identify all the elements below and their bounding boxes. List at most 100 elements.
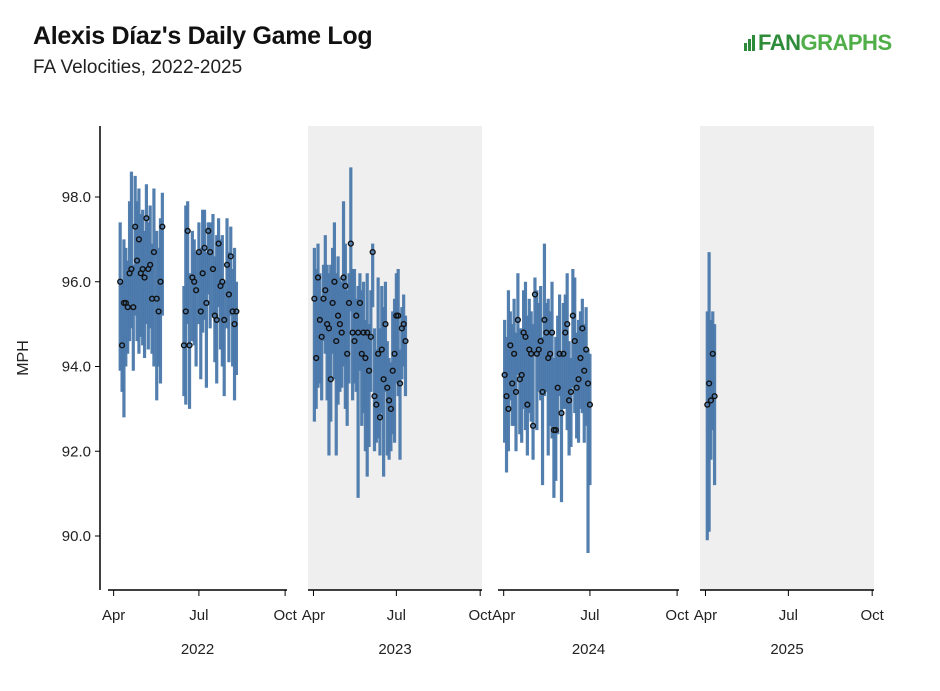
- velocity-point[interactable]: [369, 248, 376, 256]
- velocity-point[interactable]: [320, 295, 327, 302]
- velocity-point[interactable]: [184, 227, 191, 235]
- velocity-point[interactable]: [556, 350, 563, 357]
- velocity-point[interactable]: [514, 316, 522, 323]
- velocity-point[interactable]: [509, 380, 516, 387]
- velocity-point[interactable]: [584, 380, 592, 387]
- velocity-point[interactable]: [229, 308, 236, 315]
- velocity-point[interactable]: [340, 274, 347, 281]
- velocity-point[interactable]: [314, 274, 322, 281]
- velocity-point[interactable]: [518, 371, 525, 379]
- velocity-point[interactable]: [581, 367, 588, 374]
- velocity-point[interactable]: [711, 393, 718, 400]
- velocity-point[interactable]: [199, 270, 206, 277]
- velocity-point[interactable]: [118, 342, 126, 349]
- velocity-point[interactable]: [505, 405, 512, 412]
- velocity-point[interactable]: [562, 329, 569, 336]
- velocity-point[interactable]: [117, 278, 124, 285]
- velocity-point[interactable]: [155, 308, 162, 315]
- velocity-point[interactable]: [511, 350, 518, 357]
- velocity-point[interactable]: [150, 248, 158, 256]
- fangraphs-logo[interactable]: FANGRAPHS: [742, 30, 892, 56]
- velocity-point[interactable]: [501, 371, 508, 379]
- velocity-point[interactable]: [387, 405, 395, 412]
- velocity-point[interactable]: [342, 282, 349, 290]
- velocity-point[interactable]: [367, 333, 374, 340]
- velocity-point[interactable]: [543, 329, 550, 336]
- velocity-point[interactable]: [318, 333, 325, 340]
- velocity-point[interactable]: [395, 312, 402, 319]
- velocity-point[interactable]: [579, 325, 586, 332]
- velocity-point[interactable]: [396, 380, 404, 387]
- velocity-point[interactable]: [141, 274, 148, 281]
- velocity-point[interactable]: [528, 350, 535, 357]
- velocity-point[interactable]: [353, 312, 360, 319]
- velocity-point[interactable]: [541, 316, 548, 323]
- velocity-point[interactable]: [195, 248, 203, 256]
- velocity-point[interactable]: [227, 253, 234, 260]
- velocity-point[interactable]: [375, 350, 382, 357]
- velocity-point[interactable]: [186, 342, 193, 349]
- velocity-point[interactable]: [571, 337, 578, 345]
- velocity-point[interactable]: [391, 350, 398, 357]
- velocity-point[interactable]: [364, 329, 371, 336]
- velocity-point[interactable]: [575, 376, 582, 383]
- velocity-point[interactable]: [558, 410, 565, 417]
- velocity-point[interactable]: [327, 376, 334, 383]
- velocity-point[interactable]: [153, 295, 160, 302]
- velocity-point[interactable]: [219, 278, 226, 285]
- velocity-point[interactable]: [207, 248, 214, 256]
- velocity-point[interactable]: [233, 308, 240, 315]
- velocity-point[interactable]: [351, 337, 358, 345]
- velocity-point[interactable]: [564, 321, 571, 328]
- velocity-point[interactable]: [586, 401, 594, 408]
- velocity-point[interactable]: [316, 316, 323, 323]
- velocity-point[interactable]: [356, 299, 364, 307]
- velocity-point[interactable]: [221, 316, 228, 323]
- velocity-point[interactable]: [709, 350, 716, 357]
- velocity-point[interactable]: [192, 287, 200, 294]
- velocity-point[interactable]: [704, 401, 711, 408]
- velocity-point[interactable]: [159, 223, 166, 230]
- velocity-point[interactable]: [157, 278, 164, 285]
- velocity-point[interactable]: [197, 308, 204, 315]
- velocity-point[interactable]: [347, 240, 354, 247]
- velocity-point[interactable]: [180, 342, 188, 349]
- velocity-point[interactable]: [522, 333, 529, 340]
- velocity-point[interactable]: [128, 265, 135, 273]
- velocity-point[interactable]: [147, 261, 154, 268]
- velocity-point[interactable]: [567, 388, 575, 396]
- velocity-point[interactable]: [402, 337, 409, 345]
- velocity-point[interactable]: [231, 321, 238, 328]
- velocity-point[interactable]: [203, 299, 210, 307]
- velocity-point[interactable]: [135, 236, 143, 243]
- velocity-point[interactable]: [331, 278, 338, 285]
- velocity-point[interactable]: [389, 367, 396, 374]
- velocity-point[interactable]: [132, 223, 139, 230]
- velocity-point[interactable]: [333, 337, 340, 345]
- velocity-point[interactable]: [371, 393, 378, 400]
- velocity-point[interactable]: [378, 346, 385, 353]
- velocity-point[interactable]: [707, 397, 715, 404]
- velocity-point[interactable]: [554, 384, 561, 391]
- velocity-point[interactable]: [213, 316, 220, 323]
- velocity-point[interactable]: [560, 350, 567, 357]
- velocity-point[interactable]: [376, 414, 384, 421]
- velocity-point[interactable]: [313, 354, 320, 362]
- velocity-point[interactable]: [215, 240, 222, 247]
- velocity-point[interactable]: [507, 342, 514, 349]
- velocity-point[interactable]: [512, 388, 520, 396]
- velocity-point[interactable]: [311, 295, 318, 302]
- velocity-point[interactable]: [373, 401, 380, 408]
- velocity-point[interactable]: [143, 215, 150, 222]
- velocity-point[interactable]: [573, 384, 580, 391]
- velocity-point[interactable]: [535, 346, 542, 353]
- velocity-point[interactable]: [130, 304, 137, 311]
- velocity-point[interactable]: [205, 227, 212, 235]
- velocity-point[interactable]: [329, 299, 336, 307]
- velocity-point[interactable]: [201, 244, 208, 251]
- velocity-point[interactable]: [380, 376, 387, 383]
- velocity-point[interactable]: [325, 325, 333, 332]
- velocity-point[interactable]: [583, 346, 590, 353]
- velocity-point[interactable]: [503, 393, 510, 400]
- velocity-point[interactable]: [322, 287, 329, 294]
